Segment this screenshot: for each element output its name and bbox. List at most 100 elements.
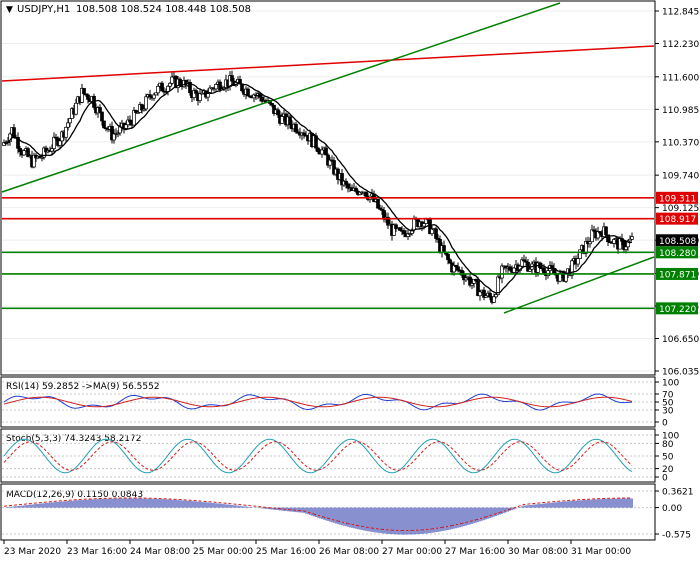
level-tag-label: 108.917: [659, 215, 696, 225]
candle-body: [22, 150, 26, 156]
candle-body: [136, 112, 140, 114]
candle-body: [344, 180, 348, 185]
candle-body: [576, 258, 580, 265]
indicator-tick-label: 20: [662, 465, 674, 475]
time-tick-label: 23 Mar 16:00: [67, 547, 127, 557]
macd-panel: MACD(12,26,9) 0.1150 0.0843 0.3621 0.00 -0…: [2, 488, 694, 541]
price-tick-label: 110.370: [662, 138, 699, 148]
support-trendline-lower[interactable]: [503, 256, 655, 314]
candle-body: [412, 218, 416, 231]
candle-body: [194, 90, 198, 94]
candle-body: [144, 96, 148, 110]
indicator-tick-label: 0.00: [662, 504, 682, 514]
level-tag-label: 109.311: [659, 194, 696, 204]
indicator-tick-label: 30: [662, 407, 674, 417]
candle-body: [16, 136, 20, 149]
candle-body: [206, 93, 210, 98]
support-trendline-upper[interactable]: [1, 2, 561, 193]
candle-body: [456, 266, 460, 271]
candle-body: [340, 173, 344, 186]
candle-body: [402, 230, 406, 235]
candle-body: [230, 75, 234, 82]
price-tick-label: 109.125: [662, 204, 699, 214]
candle-body: [92, 95, 96, 108]
candle-body: [630, 236, 634, 240]
candle-body: [152, 94, 156, 99]
candle-body: [476, 280, 480, 297]
stoch-signal-line: [3, 441, 633, 471]
time-tick-label: 26 Mar 08:00: [319, 547, 379, 557]
candle-body: [74, 102, 78, 115]
header-arrow-icon[interactable]: ▼: [6, 5, 13, 15]
macd-signal-line: [3, 497, 633, 532]
candle-body: [590, 229, 594, 243]
price-tick-label: 112.230: [662, 40, 699, 50]
candle-body: [442, 245, 446, 253]
candle-body: [188, 81, 192, 94]
candle-body: [508, 266, 512, 271]
candle-body: [148, 94, 152, 98]
candle-body: [628, 238, 632, 242]
main-panel-frame: [0, 0, 656, 376]
candle-body: [376, 198, 380, 209]
candle-body: [208, 87, 212, 94]
time-tick-label: 25 Mar 00:00: [193, 547, 253, 557]
price-tick-label: 109.740: [662, 172, 699, 182]
candle-body: [12, 127, 16, 138]
level-tag-label: 108.508: [659, 237, 696, 247]
indicator-tick-label: 0: [662, 474, 668, 484]
candle-body: [198, 93, 202, 101]
time-tick-label: 25 Mar 16:00: [256, 547, 316, 557]
candle-body: [98, 107, 102, 113]
candle-body: [626, 240, 630, 248]
price-tick-label: 110.985: [662, 106, 699, 116]
candle-body: [324, 147, 328, 156]
candle-body: [520, 259, 524, 267]
candle-body: [398, 227, 402, 231]
candle-body: [422, 223, 426, 227]
candle-body: [488, 292, 492, 298]
level-tag: [656, 212, 698, 225]
candle-body: [316, 147, 320, 152]
time-tick-label: 31 Mar 00:00: [571, 547, 631, 557]
level-tag: [656, 234, 698, 247]
time-tick-label: 27 Mar 00:00: [382, 547, 442, 557]
time-tick-label: 24 Mar 08:00: [130, 547, 190, 557]
indicator-tick-label: 70: [662, 391, 674, 401]
candle-body: [492, 296, 496, 303]
indicator-tick-label: 50: [662, 453, 674, 463]
candle-body: [320, 149, 324, 155]
candle-body: [354, 187, 358, 192]
price-tick-label: 111.600: [662, 73, 699, 83]
ohlc-label: 108.508 108.524 108.448 108.508: [76, 4, 251, 15]
candle-body: [364, 191, 368, 197]
candle-body: [86, 94, 90, 100]
indicator-tick-label: 50: [662, 399, 674, 409]
candle-body: [446, 253, 450, 261]
price-grid: [2, 10, 654, 372]
candle-body: [570, 260, 574, 276]
candle-body: [68, 118, 72, 124]
macd-panel-frame: [0, 483, 656, 541]
resistance-trendline[interactable]: [1, 45, 655, 82]
candle-body: [192, 90, 196, 98]
candle-body: [156, 85, 160, 94]
moving-average-line: [3, 82, 633, 294]
candle-body: [66, 122, 70, 128]
candle-body: [276, 109, 280, 116]
candle-body: [214, 84, 218, 90]
price-tick-label: 106.650: [662, 335, 699, 345]
level-tag: [656, 191, 698, 204]
candle-body: [496, 276, 500, 295]
rsi-ma-line: [3, 396, 633, 408]
candle-body: [52, 136, 56, 149]
candle-body: [434, 228, 438, 239]
candle-body: [494, 294, 498, 298]
candle-body: [170, 76, 174, 84]
candle-body: [132, 110, 136, 126]
candle-body: [588, 241, 592, 245]
candle-body: [280, 116, 284, 124]
indicator-tick-label: 100: [662, 379, 679, 389]
